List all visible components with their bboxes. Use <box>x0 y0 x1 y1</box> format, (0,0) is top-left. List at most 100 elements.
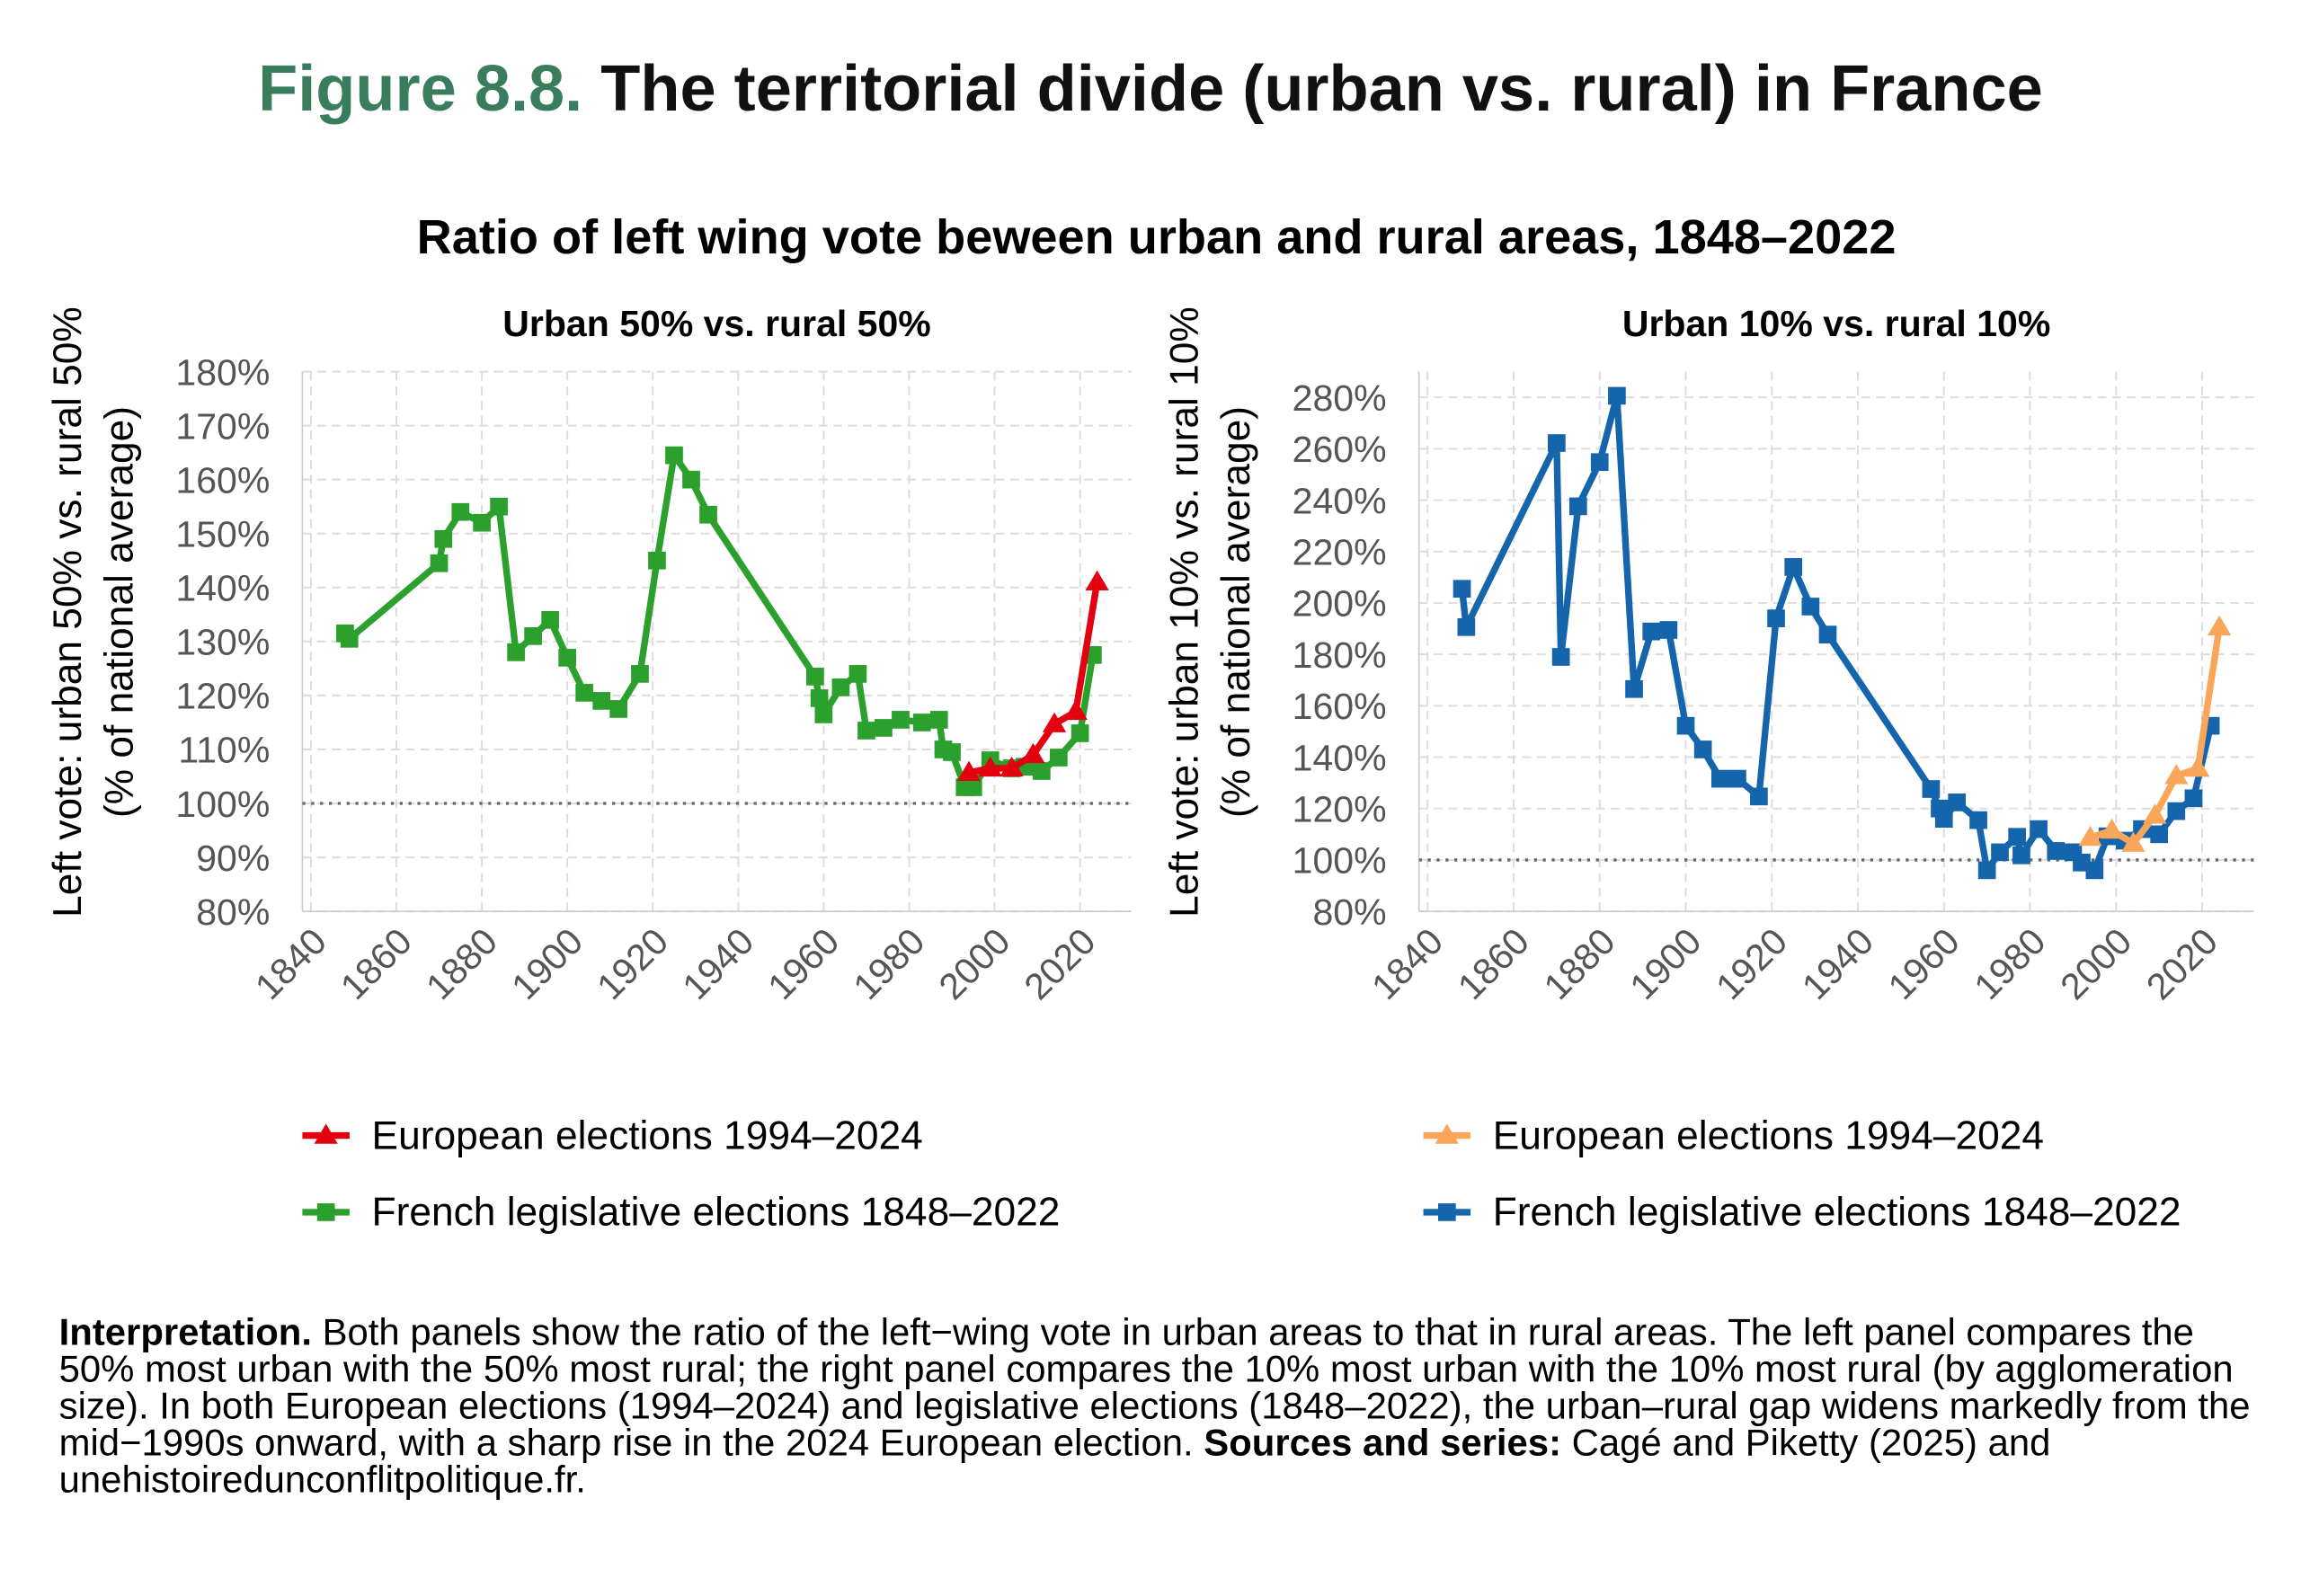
x-tick-label: 1860 <box>1450 920 1537 1007</box>
marker-square <box>631 665 649 683</box>
marker-triangle <box>956 760 982 781</box>
marker-square <box>1969 811 1987 829</box>
x-tick-label: 1980 <box>845 920 932 1007</box>
marker-square <box>1453 580 1471 598</box>
marker-triangle <box>1021 742 1045 764</box>
marker-square <box>892 711 910 729</box>
marker-square <box>340 629 359 648</box>
y-tick-label: 180% <box>175 351 270 393</box>
marker-square <box>1977 861 1996 880</box>
marker-square <box>2167 802 2186 820</box>
y-tick-label: 170% <box>175 405 270 447</box>
x-tick-label: 1860 <box>333 920 420 1007</box>
marker-square <box>806 668 824 686</box>
marker-square <box>541 610 559 629</box>
legend-label: French legislative elections 1848–2022 <box>372 1191 1061 1235</box>
y-tick-label: 220% <box>1293 532 1387 573</box>
marker-square <box>1728 769 1746 788</box>
marker-square <box>2030 820 2048 838</box>
marker-triangle <box>2208 615 2232 636</box>
marker-square <box>2008 828 2027 847</box>
marker-triangle <box>314 1123 338 1144</box>
marker-triangle <box>2100 818 2124 839</box>
marker-square <box>1642 622 1661 641</box>
marker-square <box>558 649 576 667</box>
marker-square <box>1922 780 1941 798</box>
y-axis-label: (% of national average) <box>1214 406 1258 818</box>
marker-square <box>1934 810 1953 829</box>
y-tick-label: 130% <box>175 622 270 663</box>
panel-title: Urban 50% vs. rural 50% <box>502 303 930 344</box>
marker-triangle <box>2164 764 2189 785</box>
x-tick-label: 1900 <box>1622 920 1710 1007</box>
y-tick-label: 110% <box>178 730 270 771</box>
x-tick-label: 2020 <box>1017 920 1104 1007</box>
y-tick-label: 120% <box>175 676 270 717</box>
panel-title: Urban 10% vs. rural 10% <box>1622 303 2050 344</box>
y-tick-label: 120% <box>1293 789 1387 830</box>
y-tick-label: 180% <box>1293 634 1387 676</box>
y-tick-label: 260% <box>1293 429 1387 470</box>
y-tick-label: 80% <box>196 891 270 933</box>
y-tick-label: 140% <box>175 568 270 609</box>
marker-square <box>1548 434 1566 452</box>
figure-label: Figure 8.8. <box>258 53 582 125</box>
y-axis-label: (% of national average) <box>98 406 142 818</box>
marker-square <box>943 743 961 761</box>
series-line <box>1458 392 2215 874</box>
marker-square <box>1050 749 1068 767</box>
marker-square <box>1568 497 1587 516</box>
legend-label: European elections 1994–2024 <box>372 1113 923 1157</box>
x-tick-label: 1840 <box>1364 920 1451 1007</box>
y-tick-label: 160% <box>175 459 270 501</box>
marker-square <box>699 505 717 524</box>
x-tick-label: 1840 <box>247 920 334 1007</box>
marker-square <box>434 529 453 548</box>
marker-square <box>964 778 982 796</box>
y-axis-label: Left vote: urban 50% vs. rural 50% <box>46 306 90 918</box>
y-axis-label: Left vote: urban 10% vs. rural 10% <box>1163 306 1207 918</box>
marker-square <box>1032 762 1051 780</box>
note-lead: Interpretation. <box>58 1312 312 1354</box>
marker-square <box>2150 825 2169 844</box>
marker-triangle <box>1063 699 1088 721</box>
marker-square <box>848 665 867 683</box>
marker-triangle <box>1042 712 1067 732</box>
x-tick-label: 1880 <box>1536 920 1623 1007</box>
y-tick-label: 80% <box>1312 891 1386 933</box>
marker-square <box>575 684 594 702</box>
marker-triangle <box>999 756 1024 777</box>
y-tick-label: 90% <box>196 838 270 879</box>
marker-square <box>451 502 470 521</box>
marker-square <box>1991 843 2009 862</box>
y-tick-label: 160% <box>1293 686 1387 727</box>
marker-triangle <box>2078 825 2102 847</box>
x-tick-label: 1880 <box>418 920 505 1007</box>
marker-square <box>682 470 700 489</box>
x-tick-label: 2020 <box>2138 920 2225 1007</box>
y-tick-label: 240% <box>1293 480 1387 521</box>
marker-square <box>1071 724 1089 742</box>
x-tick-label: 1940 <box>1794 920 1881 1007</box>
x-tick-label: 2000 <box>2052 920 2139 1007</box>
marker-square <box>490 497 508 516</box>
marker-triangle <box>1085 570 1109 590</box>
marker-square <box>1710 769 1729 788</box>
x-tick-label: 2000 <box>931 920 1018 1007</box>
marker-square <box>507 643 525 661</box>
marker-square <box>875 719 893 737</box>
marker-triangle <box>978 756 1002 777</box>
marker-square <box>1659 621 1678 639</box>
marker-square <box>810 689 829 707</box>
marker-square <box>2184 789 2203 808</box>
marker-square <box>1625 679 1643 698</box>
x-tick-label: 1920 <box>589 920 676 1007</box>
marker-square <box>524 626 542 645</box>
x-tick-label: 1980 <box>1967 920 2054 1007</box>
y-tick-label: 140% <box>1293 737 1387 778</box>
note: Interpretation. Both panels show the rat… <box>58 1312 2257 1500</box>
marker-triangle <box>2186 757 2210 777</box>
marker-square <box>1551 648 1570 666</box>
marker-square <box>1608 386 1626 405</box>
